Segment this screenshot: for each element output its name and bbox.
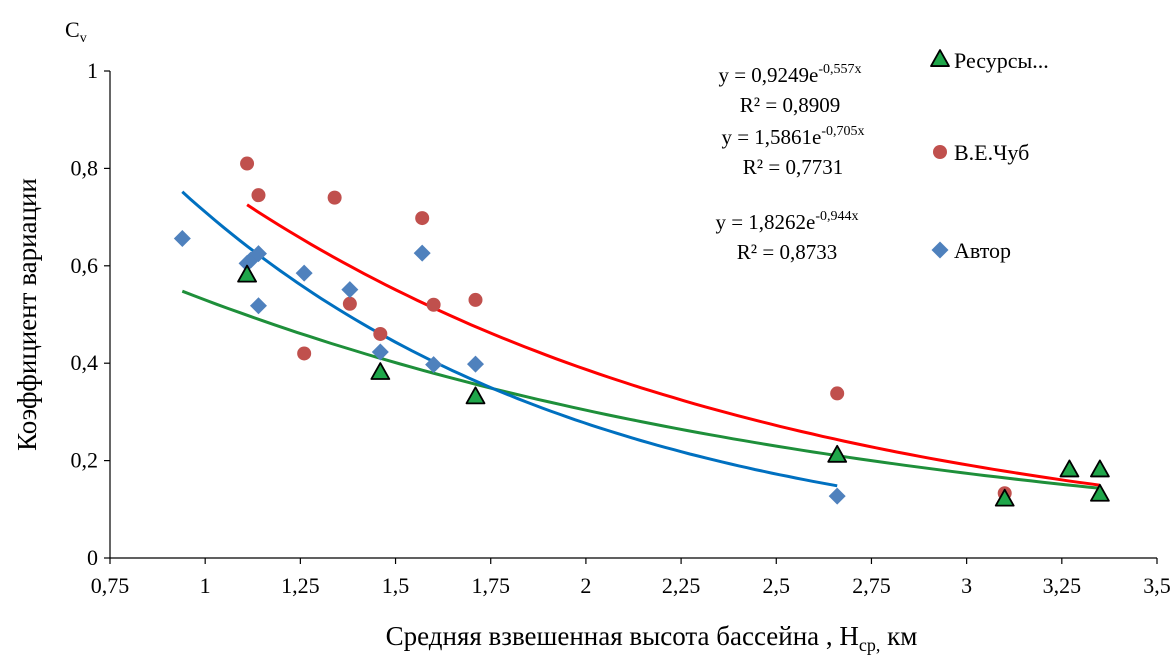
data-point-diamond [828,487,846,505]
y-tick-label: 0,2 [71,448,99,473]
data-point-circle [426,297,441,312]
x-axis-label-unit: км [880,621,917,651]
y-axis-caption-main: C [65,17,80,42]
x-tick-label: 1 [200,573,211,598]
x-tick-label: 2,75 [852,573,891,598]
data-point-triangle [994,488,1015,507]
trend-equation-exponent: -0,944x [815,209,858,224]
data-point-circle [373,326,388,341]
x-tick-label: 1,25 [281,573,320,598]
data-point-diamond [371,343,389,361]
legend-marker-circle [933,145,947,159]
x-axis-label-sub: ср, [859,635,881,655]
data-point-triangle [237,264,257,283]
data-point-diamond [425,356,443,374]
trend-equation-main: y = 1,5861e [721,125,821,149]
data-point-triangle [1089,459,1110,478]
data-point-triangle [370,362,391,380]
x-tick-label: 2 [580,573,591,598]
x-axis-label-main: Средняя взвешенная высота бассейна , H [386,621,859,651]
legend-marker-diamond [931,241,949,259]
y-tick-label: 0,4 [71,350,99,375]
trend-line-0 [181,289,1101,490]
legend-label-2: Автор [954,238,1011,263]
y-axis-caption: Cv [65,17,87,46]
trend-equation-0: y = 0,9249e-0,557x [718,62,861,87]
data-point-circle [468,292,483,307]
data-point-circle [327,190,342,205]
data-point-diamond [466,355,484,373]
data-point-circle [342,296,357,311]
y-tick-label: 0,8 [71,155,99,180]
data-point-diamond [249,297,267,315]
data-point-triangle [1089,483,1110,502]
trend-r2-2: R² = 0,8733 [737,240,837,264]
x-tick-label: 3,25 [1043,573,1082,598]
data-point-circle [415,211,430,226]
legend-marker-triangle [930,49,950,67]
data-point-diamond [341,281,359,299]
y-axis-caption-sub: v [80,31,87,46]
y-tick-label: 1 [87,58,98,83]
x-tick-label: 1,5 [382,573,410,598]
trend-line-2 [181,190,838,488]
trend-equation-exponent: -0,705x [821,124,864,139]
trend-r2-1: R² = 0,7731 [743,155,843,179]
trend-equation-2: y = 1,8262e-0,944x [715,209,858,234]
data-point-circle [240,156,255,171]
annotations: y = 0,9249e-0,557x R² = 0,8909 Ресурсы... y… [715,48,1048,264]
data-point-circle [251,188,266,203]
x-tick-label: 1,75 [471,573,510,598]
trend-equation-exponent: -0,557x [818,62,861,77]
x-tick-label: 0,75 [91,573,130,598]
legend-label-1: В.Е.Чуб [954,140,1029,165]
trend-equation-1: y = 1,5861e-0,705x [721,124,864,149]
data-point-circle [297,346,312,361]
data-point-diamond [295,264,313,282]
trend-equation-main: y = 1,8262e [715,210,815,234]
data-points [173,156,1110,507]
x-tick-label: 3 [961,573,972,598]
y-axis-label: Коэффициент вариации [12,178,42,451]
x-tick-label: 2,25 [662,573,701,598]
data-point-triangle [465,386,486,405]
data-point-diamond [249,245,267,263]
data-point-diamond [413,244,431,262]
axes: 0 0,2 0,4 0,6 0,8 1 0,75 1 1,25 1,5 1,75 2 2,25 2,5 2,… [12,17,1171,655]
y-tick-label: 0,6 [71,253,99,278]
trend-r2-0: R² = 0,8909 [740,93,840,117]
y-tick-label: 0 [87,545,98,570]
x-axis-label: Средняя взвешенная высота бассейна , Hср… [386,621,918,655]
data-point-circle [830,386,845,401]
data-point-triangle [827,444,848,463]
x-tick-label: 3,5 [1143,573,1171,598]
legend-label-0: Ресурсы... [954,48,1049,73]
data-point-triangle [1059,459,1080,478]
x-tick-label: 2,5 [763,573,791,598]
trend-equation-main: y = 0,9249e [718,63,818,87]
trend-lines [181,190,1101,490]
trend-line-1 [246,203,1101,487]
data-point-diamond [173,230,191,248]
